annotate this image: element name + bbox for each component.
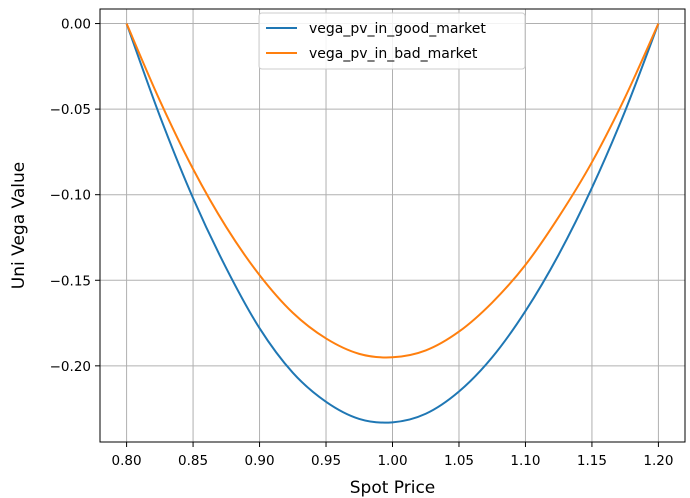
x-axis-label: Spot Price xyxy=(350,478,436,498)
x-tick-label: 1.20 xyxy=(643,453,673,469)
y-axis-ticks: 0.00 −0.05 −0.10 −0.15 −0.20 xyxy=(50,17,100,375)
x-axis-ticks: 0.80 0.85 0.90 0.95 1.00 1.05 1.10 1.15 1.20 xyxy=(112,442,673,469)
x-tick-label: 1.10 xyxy=(510,453,540,469)
x-tick-label: 1.00 xyxy=(377,453,407,469)
x-tick-label: 0.95 xyxy=(311,453,341,469)
y-tick-label: −0.10 xyxy=(50,188,91,204)
y-axis-label: Uni Vega Value xyxy=(9,162,29,289)
y-tick-label: −0.05 xyxy=(50,102,91,118)
series-line-1 xyxy=(125,23,660,359)
series-line-0 xyxy=(125,23,660,424)
series-lines xyxy=(125,23,660,424)
grid xyxy=(100,9,685,442)
legend-box xyxy=(258,12,526,70)
y-tick-label: 0.00 xyxy=(61,17,91,33)
y-tick-label: −0.20 xyxy=(50,359,91,375)
x-tick-label: 0.80 xyxy=(112,453,142,469)
x-tick-label: 1.15 xyxy=(577,453,607,469)
y-tick-label: −0.15 xyxy=(50,273,91,289)
x-tick-label: 0.85 xyxy=(178,453,208,469)
legend: vega_pv_in_good_market vega_pv_in_bad_mar… xyxy=(258,12,526,70)
x-tick-label: 0.90 xyxy=(245,453,275,469)
legend-label-0: vega_pv_in_good_market xyxy=(309,21,486,37)
legend-label-1: vega_pv_in_bad_market xyxy=(309,46,478,62)
x-tick-label: 1.05 xyxy=(444,453,474,469)
